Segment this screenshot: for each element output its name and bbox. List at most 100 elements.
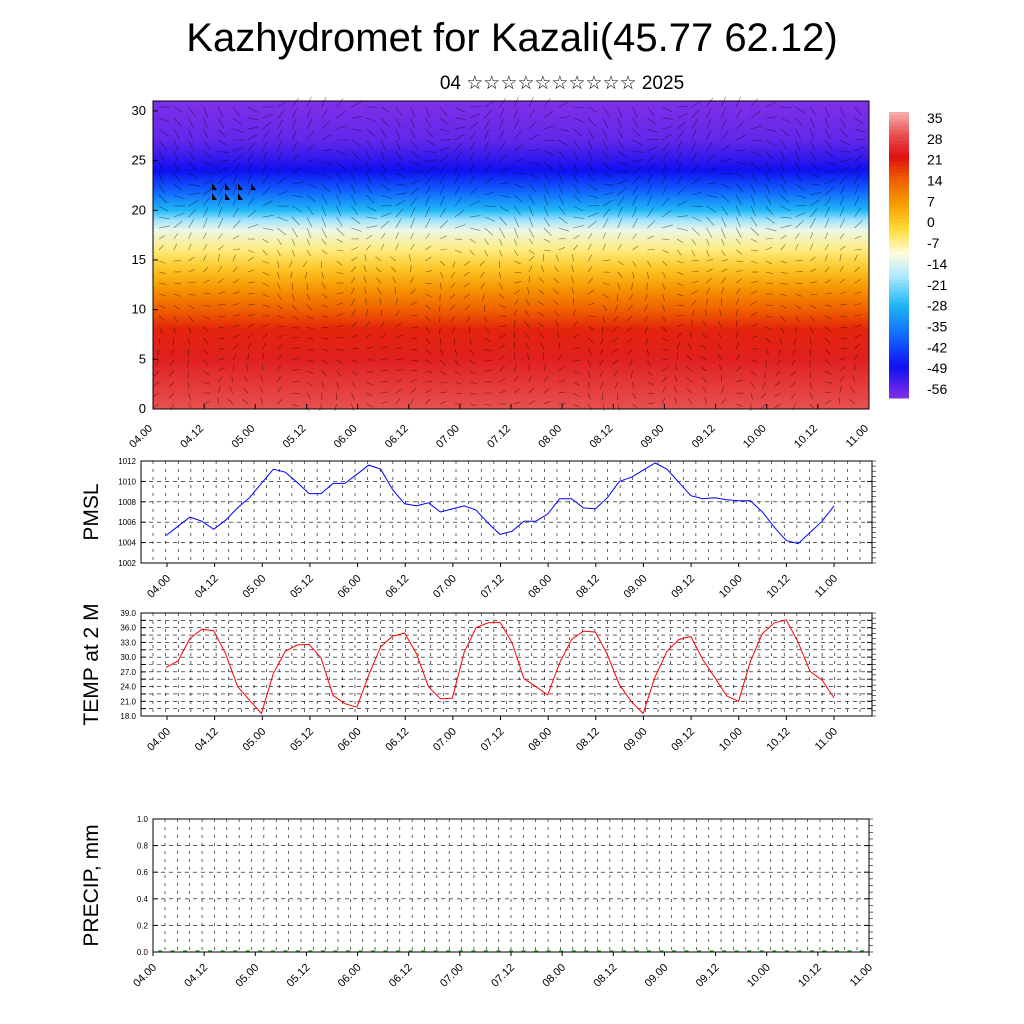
wind-vector — [588, 205, 600, 207]
wind-vector — [614, 381, 619, 389]
wind-vector — [571, 276, 574, 284]
wind-vector — [662, 367, 669, 372]
bar — [396, 950, 401, 952]
wind-vector — [306, 403, 309, 411]
wind-vector — [854, 195, 860, 207]
panel-x-tick-label: 11.00 — [813, 573, 840, 600]
heatmap-x-tick-label: 10.12 — [792, 423, 820, 451]
wind-vector — [617, 217, 623, 229]
wind-vector — [854, 249, 862, 251]
colorbar-band — [889, 176, 909, 181]
wind-vector — [810, 293, 818, 296]
wind-vector — [824, 187, 834, 196]
wind-vector — [439, 271, 444, 279]
wind-vector — [776, 359, 781, 367]
wind-vector — [203, 232, 207, 240]
colorbar-band — [889, 201, 909, 206]
wind-vector — [188, 392, 191, 400]
wind-vector — [484, 337, 491, 342]
wind-vector — [306, 315, 314, 320]
panel-y-tick-label: 1012 — [118, 457, 136, 466]
wind-vector — [380, 345, 388, 350]
wind-vector — [262, 174, 269, 185]
wind-vector — [410, 243, 415, 251]
colorbar-band — [889, 212, 909, 217]
wind-vector — [647, 359, 651, 367]
wind-vector — [321, 238, 327, 245]
wind-vector — [775, 370, 781, 377]
wind-vector — [379, 298, 382, 306]
wind-vector — [824, 337, 831, 344]
wind-vector — [790, 381, 796, 388]
wind-vector — [691, 260, 699, 262]
colorbar-band — [889, 190, 909, 195]
wind-vector — [765, 128, 777, 132]
colorbar-band — [889, 179, 909, 185]
wind-vector — [188, 218, 195, 229]
wind-flag — [225, 183, 230, 190]
wind-vector — [336, 325, 344, 328]
wind-vector — [810, 199, 820, 207]
wind-vector — [321, 216, 327, 228]
colorbar-band — [889, 204, 909, 210]
wind-vector — [513, 227, 519, 239]
wind-vector — [158, 194, 167, 204]
wind-vector — [232, 173, 239, 185]
wind-vector — [262, 304, 270, 307]
wind-vector — [203, 381, 211, 385]
wind-vector — [292, 182, 304, 185]
wind-vector — [242, 399, 248, 405]
wind-vector — [794, 337, 796, 345]
wind-vector — [380, 194, 392, 199]
panel-x-tick-label: 09.00 — [643, 962, 671, 990]
wind-vector — [735, 96, 741, 108]
wind-vector — [617, 282, 621, 290]
wind-vector — [854, 138, 866, 141]
wind-vector — [380, 128, 387, 139]
wind-vector — [203, 243, 208, 251]
wind-vector — [218, 159, 230, 163]
wind-vector — [854, 343, 860, 350]
wind-vector — [765, 246, 773, 251]
wind-vector — [839, 304, 847, 306]
wind-vector — [366, 225, 378, 229]
heatmap-x-tick-label: 10.00 — [741, 423, 769, 451]
wind-vector — [662, 337, 669, 342]
wind-vector — [558, 161, 565, 172]
wind-vector — [513, 131, 522, 141]
wind-vector — [780, 337, 782, 346]
wind-vector — [824, 359, 831, 365]
wind-vector — [306, 392, 311, 400]
wind-vector — [587, 172, 596, 182]
wind-vector — [795, 282, 803, 284]
wind-vector — [750, 323, 758, 328]
colorbar-band — [889, 333, 909, 338]
wind-vector — [661, 293, 665, 301]
colorbar-label: -56 — [927, 381, 947, 397]
wind-vector — [661, 142, 670, 152]
wind-vector — [158, 205, 169, 212]
wind-vector — [291, 216, 300, 226]
wind-vector — [839, 326, 847, 328]
wind-vector — [321, 120, 330, 130]
wind-vector — [232, 279, 240, 284]
wind-vector — [321, 271, 324, 279]
wind-vector — [632, 381, 634, 389]
wind-vector — [499, 118, 504, 130]
wind-vector — [600, 381, 604, 389]
wind-vector — [824, 117, 830, 129]
wind-vector — [538, 289, 544, 295]
wind-vector — [809, 403, 816, 410]
wind-vector — [217, 117, 225, 128]
colorbar-band — [889, 129, 909, 134]
panel-y-tick-label: 1.0 — [137, 815, 149, 824]
wind-vector — [292, 326, 300, 329]
panel-y-tick-label: 24.0 — [120, 683, 136, 692]
wind-vector — [218, 304, 226, 306]
heatmap-y-tick-label: 20 — [132, 202, 146, 217]
wind-vector — [277, 354, 282, 361]
wind-vector — [689, 331, 693, 339]
wind-flag — [238, 193, 243, 200]
wind-vector — [514, 144, 524, 152]
